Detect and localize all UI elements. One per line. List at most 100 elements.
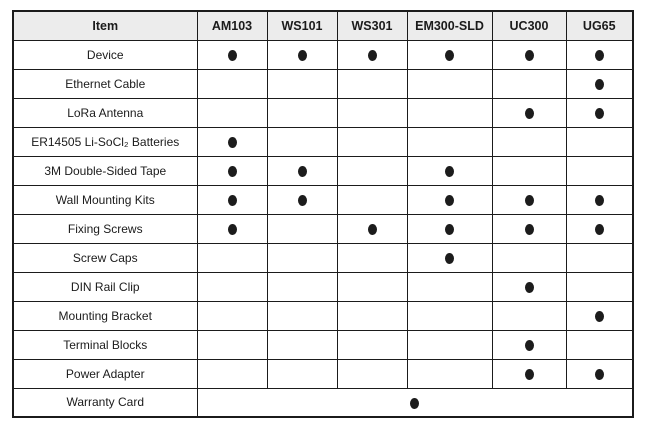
inclusion-cell [336, 329, 408, 360]
inclusion-cell [266, 300, 338, 331]
inclusion-cell [491, 213, 567, 244]
inclusion-cell [565, 184, 634, 215]
inclusion-cell [565, 271, 634, 302]
table-row: Wall Mounting Kits [12, 184, 634, 215]
inclusion-cell [491, 126, 567, 157]
inclusion-cell [266, 184, 338, 215]
inclusion-cell [336, 39, 408, 70]
included-dot-icon [594, 310, 604, 322]
inclusion-cell [196, 329, 268, 360]
inclusion-cell [491, 39, 567, 70]
included-dot-icon [227, 223, 237, 235]
inclusion-cell [266, 242, 338, 273]
inclusion-cell [565, 358, 634, 389]
inclusion-cell [406, 300, 493, 331]
inclusion-cell [196, 39, 268, 70]
item-label: Ethernet Cable [12, 68, 198, 99]
item-label: DIN Rail Clip [12, 271, 198, 302]
table-row: LoRa Antenna [12, 97, 634, 128]
included-dot-icon [524, 368, 534, 380]
table-header: Item AM103 WS101 WS301 EM300-SLD UC300 U… [12, 10, 634, 41]
item-label: ER14505 Li-SoCl₂ Batteries [12, 126, 198, 157]
inclusion-cell [406, 68, 493, 99]
inclusion-cell [565, 126, 634, 157]
table-row: Screw Caps [12, 242, 634, 273]
included-dot-icon [227, 194, 237, 206]
column-header-am103: AM103 [196, 10, 268, 41]
inclusion-cell [406, 39, 493, 70]
table-body: Device Ethernet Cable LoRa Antenna ER14505 … [12, 39, 634, 418]
inclusion-cell [336, 184, 408, 215]
included-dot-icon [524, 49, 534, 61]
included-dot-icon [367, 49, 377, 61]
inclusion-cell [336, 68, 408, 99]
inclusion-cell [406, 271, 493, 302]
table-row: Ethernet Cable [12, 68, 634, 99]
table-row: Terminal Blocks [12, 329, 634, 360]
inclusion-cell [565, 97, 634, 128]
inclusion-cell [406, 184, 493, 215]
column-header-ug65: UG65 [565, 10, 634, 41]
inclusion-cell [336, 126, 408, 157]
inclusion-cell [266, 271, 338, 302]
column-header-item: Item [12, 10, 198, 41]
inclusion-cell [196, 213, 268, 244]
included-dot-icon [524, 107, 534, 119]
inclusion-cell [565, 300, 634, 331]
table-row: Warranty Card [12, 387, 634, 418]
table-row: Mounting Bracket [12, 300, 634, 331]
item-label: Warranty Card [12, 387, 198, 418]
inclusion-cell [336, 242, 408, 273]
included-dot-icon [594, 223, 604, 235]
column-header-ws301: WS301 [336, 10, 408, 41]
included-dot-icon [445, 223, 454, 235]
inclusion-cell [565, 213, 634, 244]
inclusion-cell [406, 242, 493, 273]
inclusion-cell [336, 213, 408, 244]
included-dot-icon [524, 281, 534, 293]
inclusion-cell [266, 358, 338, 389]
inclusion-cell [196, 97, 268, 128]
inclusion-cell [406, 329, 493, 360]
item-label: 3M Double-Sided Tape [12, 155, 198, 186]
included-dot-icon [594, 107, 604, 119]
column-header-em300-sld: EM300-SLD [406, 10, 493, 41]
inclusion-cell [491, 300, 567, 331]
column-header-uc300: UC300 [491, 10, 567, 41]
inclusion-cell [196, 300, 268, 331]
column-header-ws101: WS101 [266, 10, 338, 41]
table-row: Fixing Screws [12, 213, 634, 244]
header-row: Item AM103 WS101 WS301 EM300-SLD UC300 U… [12, 10, 634, 41]
inclusion-cell [336, 155, 408, 186]
included-dot-icon [594, 368, 604, 380]
inclusion-cell [491, 68, 567, 99]
inclusion-cell [266, 155, 338, 186]
inclusion-cell [565, 242, 634, 273]
inclusion-cell [336, 97, 408, 128]
inclusion-cell [565, 329, 634, 360]
inclusion-cell [266, 39, 338, 70]
inclusion-cell [491, 358, 567, 389]
table-row: Device [12, 39, 634, 70]
included-dot-icon [367, 223, 377, 235]
inclusion-cell [196, 68, 268, 99]
inclusion-cell [196, 184, 268, 215]
inclusion-cell [266, 213, 338, 244]
item-label: Device [12, 39, 198, 70]
inclusion-cell [491, 155, 567, 186]
package-contents-table-wrapper: Item AM103 WS101 WS301 EM300-SLD UC300 U… [12, 10, 634, 418]
inclusion-cell [196, 155, 268, 186]
included-dot-icon [227, 165, 237, 177]
inclusion-cell [565, 39, 634, 70]
included-dot-icon [410, 397, 420, 409]
included-dot-icon [445, 49, 454, 61]
inclusion-cell [406, 155, 493, 186]
included-dot-icon [445, 165, 454, 177]
table-row: DIN Rail Clip [12, 271, 634, 302]
inclusion-cell [406, 213, 493, 244]
included-dot-icon [297, 194, 307, 206]
inclusion-cell [336, 300, 408, 331]
included-dot-icon [227, 136, 237, 148]
package-contents-table: Item AM103 WS101 WS301 EM300-SLD UC300 U… [12, 10, 634, 418]
inclusion-cell [196, 126, 268, 157]
